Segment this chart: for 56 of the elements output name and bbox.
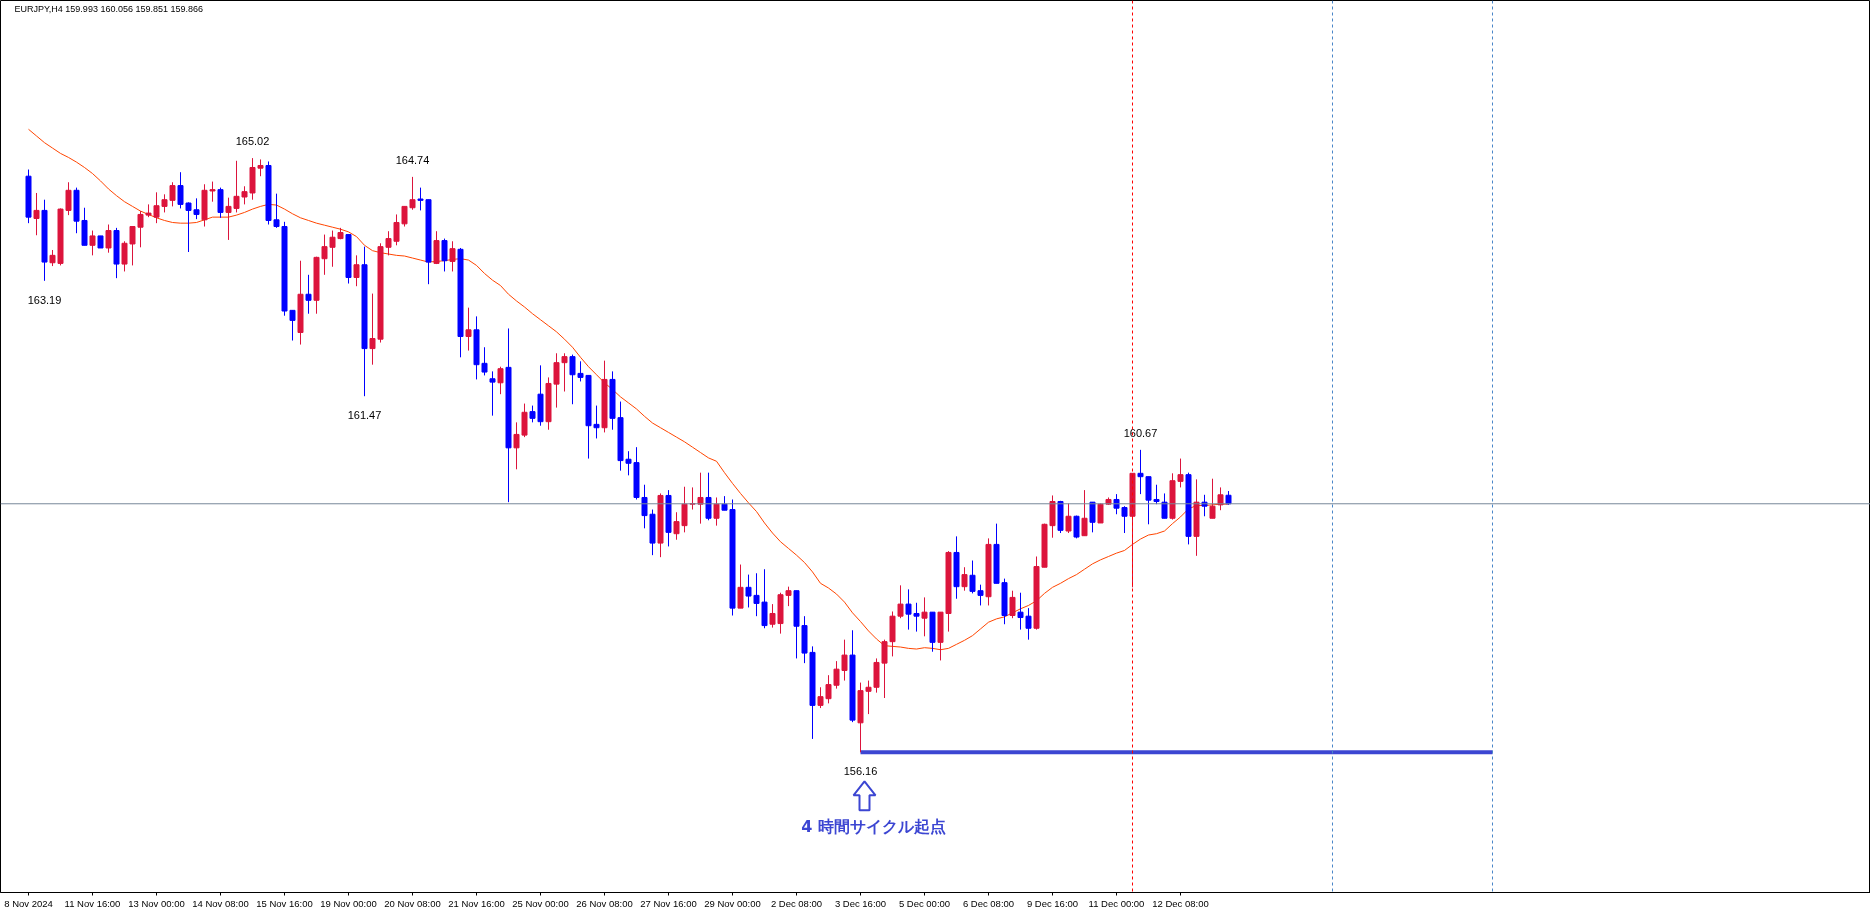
x-tick-label: 8 Nov 2024	[4, 897, 53, 909]
x-tick-label: 19 Nov 00:00	[320, 897, 377, 909]
annotation: 4 時間サイクル起点	[801, 816, 946, 836]
x-tick-label: 13 Nov 00:00	[128, 897, 185, 909]
candlestick	[737, 564, 744, 609]
candlestick	[1201, 494, 1208, 517]
candlestick	[465, 307, 472, 352]
annotation: 156.16	[843, 765, 878, 778]
candlestick	[697, 472, 704, 525]
candlestick	[713, 496, 720, 527]
candlestick	[921, 596, 928, 637]
candlestick	[1065, 503, 1072, 534]
x-tick-label: 15 Nov 16:00	[256, 897, 313, 909]
x-tick-label: 27 Nov 16:00	[640, 897, 697, 909]
chart-title: EURJPY,H4 159.993 160.056 159.851 159.866	[14, 3, 203, 14]
candlestick	[1161, 492, 1168, 519]
x-tick-label: 11 Dec 00:00	[1088, 897, 1145, 909]
candlestick	[217, 187, 224, 219]
annotation: 163.19	[27, 293, 62, 306]
x-tick-label: 9 Dec 16:00	[1026, 897, 1079, 909]
x-tick-label: 20 Nov 08:00	[384, 897, 441, 909]
x-tick-label: 11 Nov 16:00	[64, 897, 121, 909]
candlestick	[1137, 449, 1144, 495]
candlestick	[1089, 501, 1096, 533]
x-tick-label: 14 Nov 08:00	[192, 897, 249, 909]
candlestick	[433, 230, 440, 265]
candlestick	[105, 224, 112, 254]
candlestick	[897, 584, 904, 619]
candlestick	[489, 370, 496, 417]
x-tick-label: 29 Nov 00:00	[704, 897, 761, 909]
annotation: 160.67	[1123, 426, 1158, 439]
candlestick	[33, 192, 40, 236]
candlestick	[353, 254, 360, 287]
candlestick	[1209, 478, 1216, 519]
x-tick-label: 3 Dec 16:00	[834, 897, 887, 909]
annotation: 165.02	[235, 135, 270, 148]
annotation: 164.74	[395, 153, 430, 166]
candlestick	[961, 566, 968, 592]
x-tick-label: 25 Nov 00:00	[512, 897, 569, 909]
annotation: 161.47	[347, 409, 382, 422]
candlestick	[305, 274, 312, 315]
candlestick	[1081, 489, 1088, 537]
x-tick-label: 2 Dec 08:00	[770, 897, 823, 909]
candlestick	[1217, 486, 1224, 511]
candlestick	[1009, 590, 1016, 619]
candlestick	[449, 240, 456, 272]
x-tick-label: 6 Dec 08:00	[962, 897, 1015, 909]
candlestick	[89, 230, 96, 256]
candlestick	[441, 238, 448, 272]
x-tick-label: 21 Nov 16:00	[448, 897, 505, 909]
candlestick	[497, 366, 504, 395]
x-tick-label: 5 Dec 00:00	[898, 897, 951, 909]
x-tick-label: 12 Dec 08:00	[1152, 897, 1209, 909]
candlestick	[561, 352, 568, 392]
x-tick-label: 26 Nov 08:00	[576, 897, 633, 909]
candlestick	[705, 472, 712, 521]
